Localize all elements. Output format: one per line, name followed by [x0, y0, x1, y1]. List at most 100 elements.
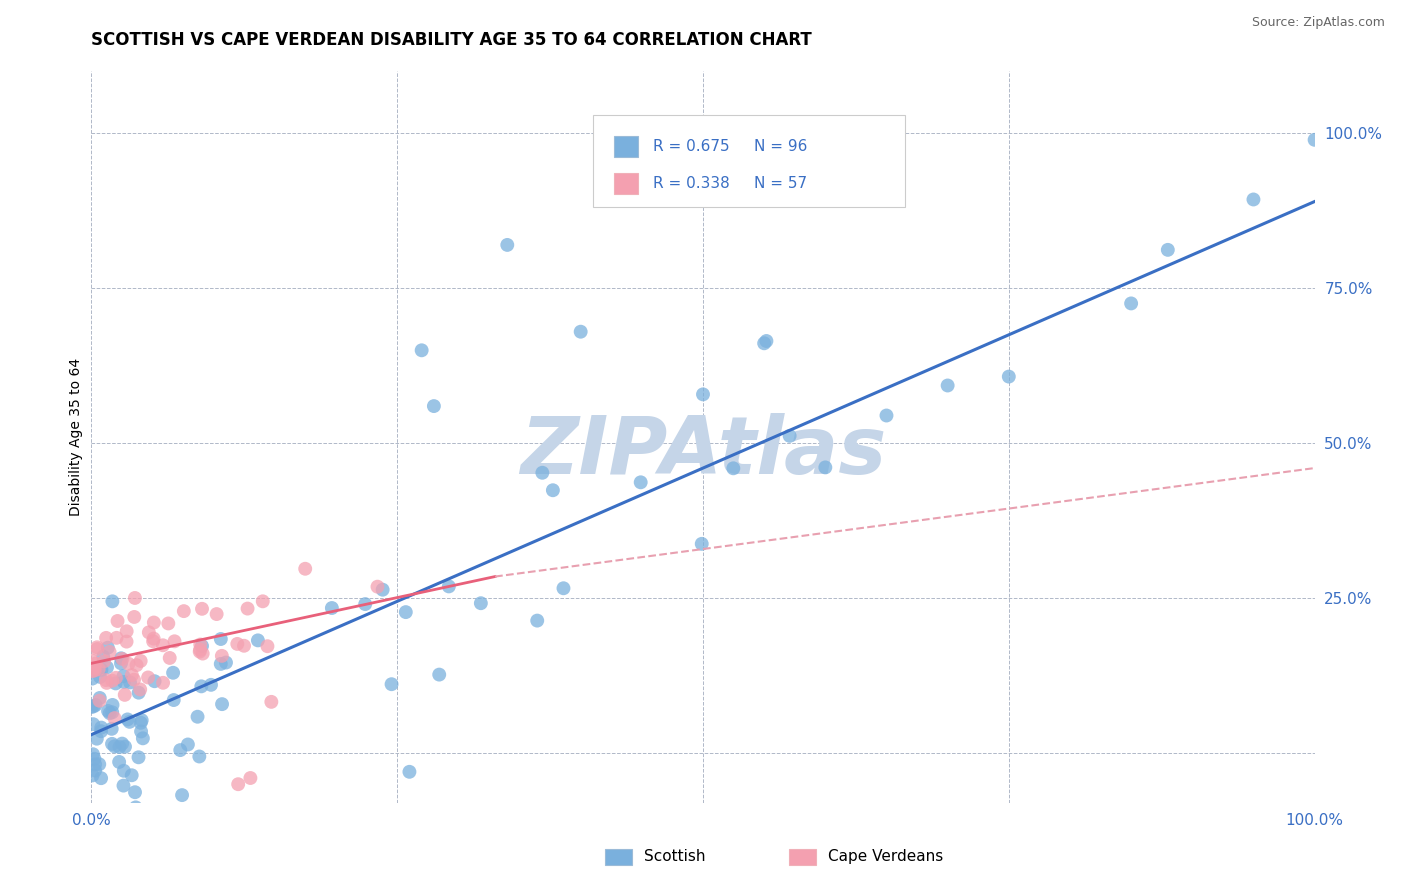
Point [246, 633, 269, 648]
Point [531, 466, 554, 480]
Point [437, 579, 460, 593]
Point [80, 699, 103, 714]
Point [111, 652, 134, 666]
Point [110, 651, 132, 665]
Text: Cape Verdeans: Cape Verdeans [828, 848, 943, 863]
Point [188, 638, 211, 652]
Point [125, 800, 148, 814]
Point [129, 724, 152, 739]
Point [112, 764, 135, 778]
Point [82, 768, 104, 782]
Point [526, 614, 548, 628]
Text: N = 96: N = 96 [755, 139, 808, 154]
Point [104, 671, 127, 685]
Point [177, 738, 200, 752]
Point [101, 706, 124, 720]
Point [90, 663, 112, 677]
Point [692, 387, 714, 401]
Point [89, 694, 111, 708]
Point [541, 483, 564, 498]
Point [142, 632, 165, 646]
Point [94, 673, 117, 687]
Point [129, 682, 152, 697]
Point [105, 631, 128, 645]
Point [200, 678, 222, 692]
Point [159, 651, 181, 665]
Point [191, 647, 214, 661]
Point [371, 582, 394, 597]
Point [112, 779, 135, 793]
Point [630, 475, 652, 490]
Point [142, 634, 165, 648]
FancyBboxPatch shape [613, 172, 638, 194]
Point [211, 648, 233, 663]
Point [115, 624, 138, 639]
Point [395, 605, 418, 619]
Point [115, 634, 138, 648]
FancyBboxPatch shape [789, 849, 815, 865]
Point [173, 604, 195, 618]
Point [104, 676, 127, 690]
Point [114, 688, 136, 702]
Point [114, 739, 136, 754]
Point [569, 325, 592, 339]
FancyBboxPatch shape [613, 136, 638, 158]
Text: ZIPAtlas: ZIPAtlas [520, 413, 886, 491]
Point [209, 632, 232, 646]
Point [163, 693, 186, 707]
Point [163, 634, 186, 648]
Point [142, 615, 165, 630]
FancyBboxPatch shape [593, 115, 905, 207]
Point [112, 669, 135, 683]
Point [82, 747, 104, 762]
Point [90, 771, 112, 785]
Point [755, 334, 778, 348]
Point [470, 596, 492, 610]
Text: R = 0.338: R = 0.338 [652, 176, 730, 191]
Point [83, 661, 105, 675]
Point [233, 639, 256, 653]
Point [191, 602, 214, 616]
Point [94, 631, 117, 645]
Point [89, 757, 111, 772]
Point [82, 672, 104, 686]
Point [86, 642, 108, 657]
Point [129, 654, 152, 668]
Point [191, 639, 214, 653]
Point [252, 594, 274, 608]
Point [108, 755, 131, 769]
Point [875, 409, 898, 423]
Point [101, 673, 124, 688]
Point [118, 714, 141, 729]
Point [321, 601, 343, 615]
Point [169, 743, 191, 757]
Point [138, 625, 160, 640]
Point [132, 731, 155, 746]
Point [411, 343, 433, 358]
Point [690, 537, 713, 551]
Text: Scottish: Scottish [644, 848, 706, 863]
Point [1157, 243, 1180, 257]
Point [82, 717, 104, 731]
Point [80, 804, 103, 818]
Point [90, 724, 112, 739]
Point [93, 654, 115, 668]
Point [239, 771, 262, 785]
Point [82, 664, 104, 678]
FancyBboxPatch shape [605, 849, 633, 865]
Point [112, 675, 135, 690]
Point [136, 670, 159, 684]
Point [215, 656, 238, 670]
Point [103, 711, 125, 725]
Point [423, 399, 446, 413]
Point [256, 639, 278, 653]
Point [260, 695, 283, 709]
Text: N = 57: N = 57 [755, 176, 807, 191]
Point [143, 674, 166, 689]
Point [84, 698, 107, 712]
Point [366, 580, 388, 594]
Point [294, 562, 316, 576]
Point [118, 675, 141, 690]
Point [90, 721, 112, 735]
Point [110, 657, 132, 671]
